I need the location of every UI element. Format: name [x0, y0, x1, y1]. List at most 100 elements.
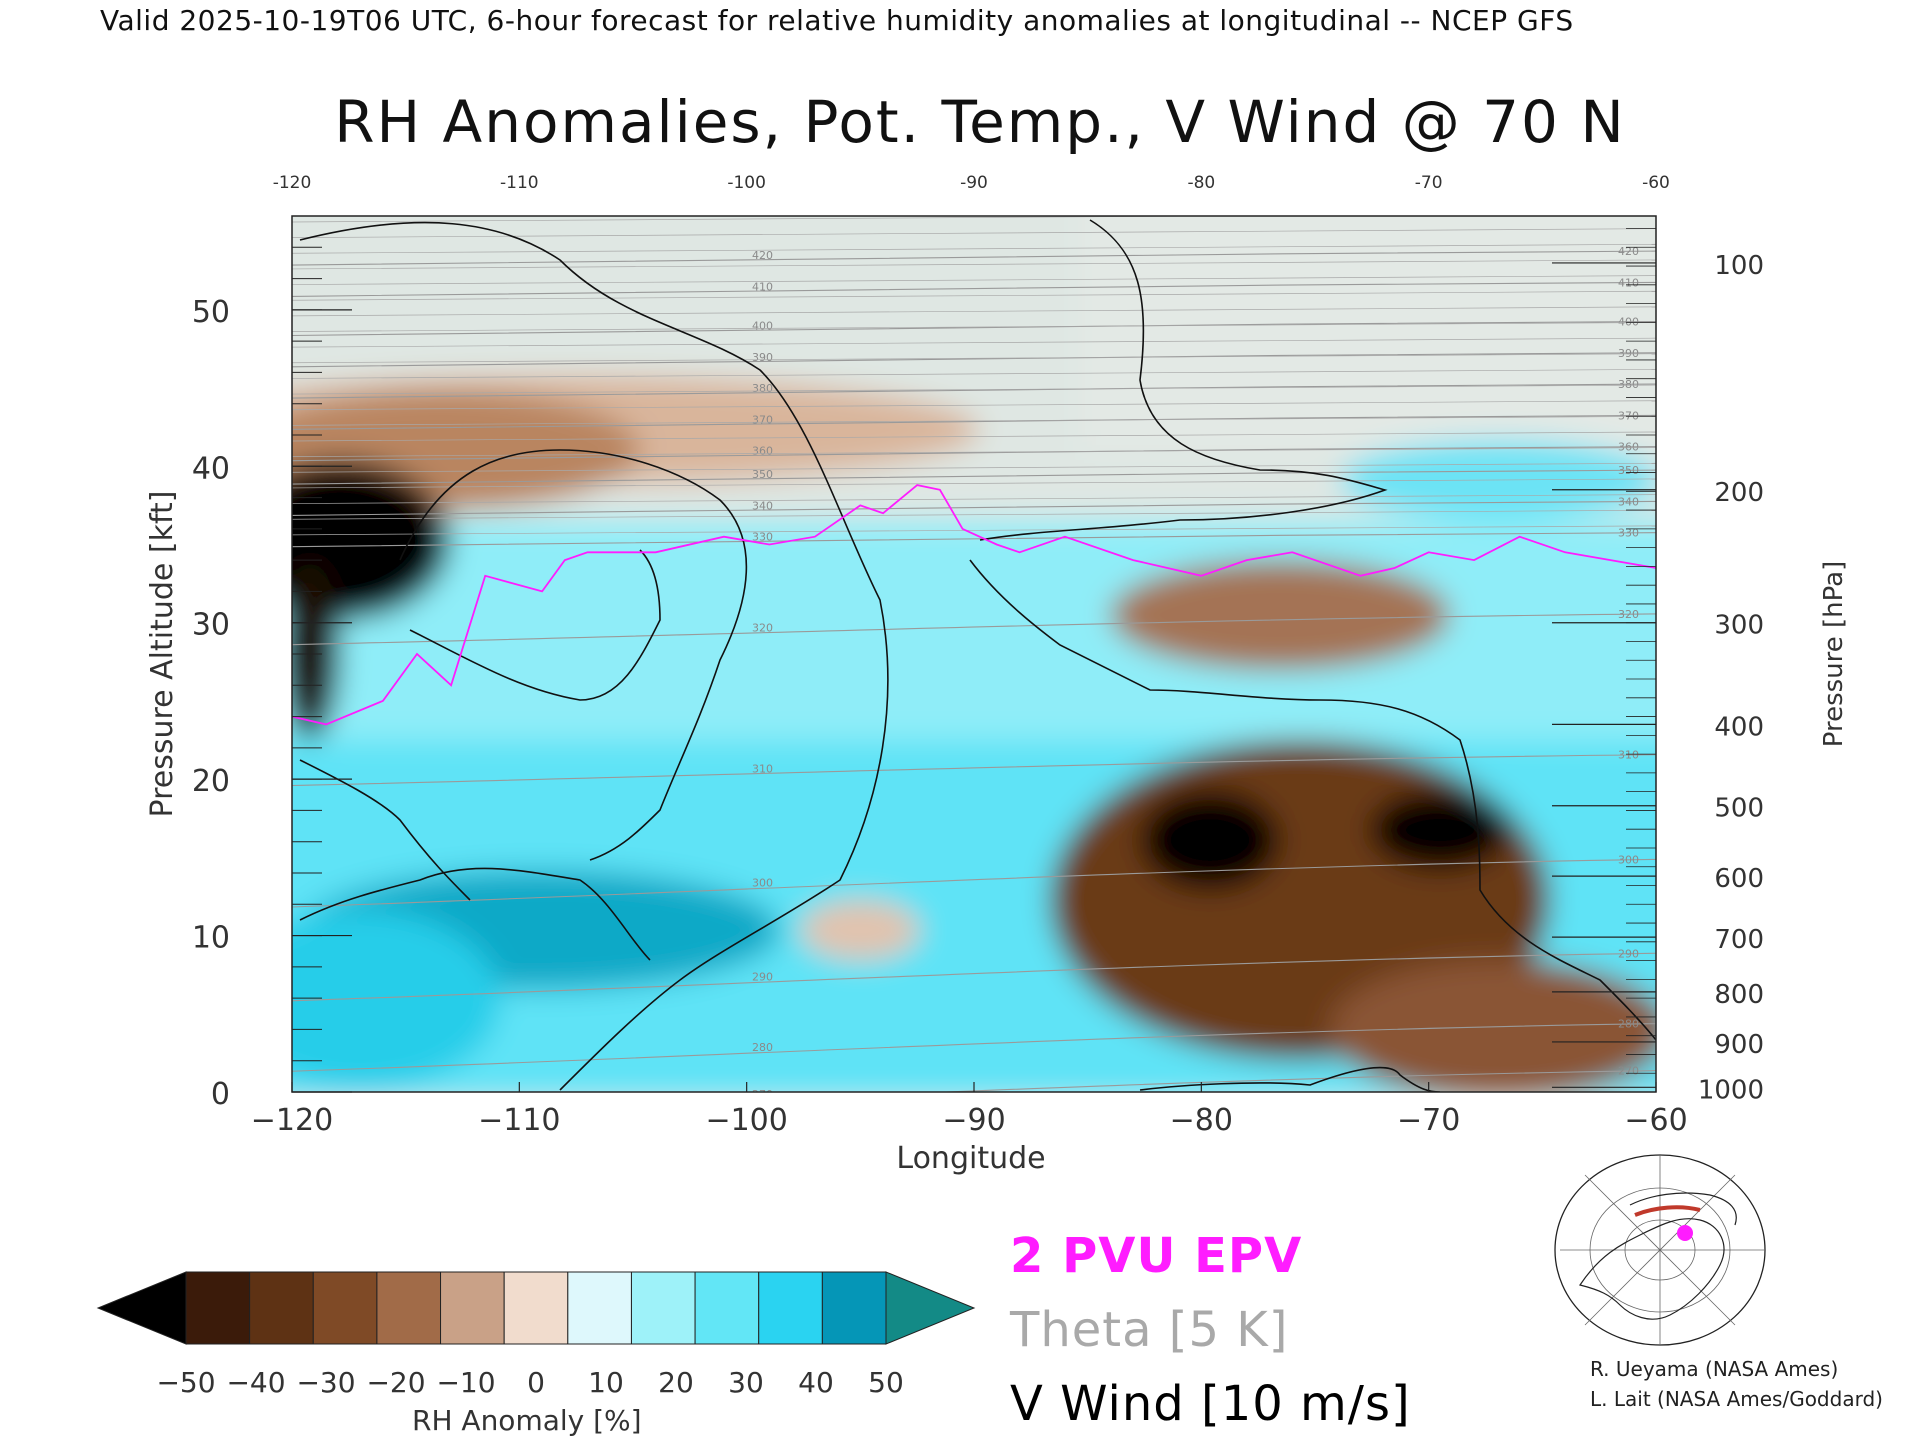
locator-map — [1554, 1154, 1766, 1346]
theta-contour-minor — [292, 337, 1656, 348]
theta-contour-label: 340 — [752, 499, 773, 512]
theta-contour-minor — [292, 322, 1656, 332]
theta-contour-minor — [292, 275, 1656, 285]
credit-line-1: R. Ueyama (NASA Ames) — [1590, 1357, 1839, 1381]
theta-contour-minor — [292, 431, 1656, 442]
colorbar-overflow — [885, 1271, 976, 1345]
theta-contour-label: 420 — [752, 249, 773, 262]
location-marker — [1677, 1225, 1693, 1241]
theta-contour-minor — [292, 290, 1656, 301]
colorbar-segment — [440, 1271, 505, 1345]
theta-contour-label: 270 — [752, 1088, 773, 1101]
y-tick-label: 0 — [211, 1077, 230, 1112]
theta-contour-minor — [292, 462, 1656, 473]
theta-contour-label: 300 — [752, 877, 773, 890]
pressure-tick-label: 800 — [1714, 980, 1764, 1010]
pressure-tick-label: 400 — [1714, 712, 1764, 742]
theta-contour-minor — [292, 509, 1656, 520]
epv-2pvu-polyline — [292, 484, 1656, 726]
top-tick-label: -120 — [273, 173, 312, 193]
theta-contour-minor — [292, 259, 1656, 270]
colorbar-tick-label: −20 — [366, 1366, 425, 1399]
colorbar-tick-label: 50 — [868, 1366, 904, 1399]
colorbar-segment — [567, 1271, 632, 1345]
x-tick-label: −80 — [1170, 1103, 1233, 1138]
theta-contour — [292, 281, 1656, 297]
top-tick-label: -70 — [1415, 173, 1443, 193]
theta-contour-label: 270 — [1618, 1065, 1639, 1078]
theta-contour-minor — [292, 447, 1656, 457]
theta-contour-minor — [292, 400, 1656, 411]
theta-contour-minor — [292, 494, 1656, 504]
x-tick-label: −120 — [251, 1103, 333, 1138]
theta-contour-label: 370 — [752, 413, 773, 426]
theta-contour-minor — [292, 216, 1255, 223]
theta-contour-label: 380 — [1618, 378, 1639, 391]
pressure-tick-label: 300 — [1714, 611, 1764, 641]
y-axis-label-right: Pressure [hPa] — [1819, 561, 1849, 748]
x-tick-label: −100 — [705, 1103, 787, 1138]
pressure-tick-label: 100 — [1714, 251, 1764, 281]
top-tick-label: -100 — [727, 173, 766, 193]
colorbar-segment — [376, 1271, 442, 1345]
legend-epv: 2 PVU EPV — [1010, 1228, 1303, 1284]
x-tick-label: −110 — [478, 1103, 560, 1138]
y-tick-label: 20 — [192, 764, 230, 799]
colorbar-tick-label: −10 — [436, 1366, 495, 1399]
theta-contour — [292, 352, 1656, 368]
theta-contour-label: 310 — [1618, 749, 1639, 762]
theta-contour-label: 360 — [1618, 441, 1639, 454]
colorbar-segment — [249, 1271, 314, 1345]
theta-contour-label: 330 — [752, 531, 773, 544]
theta-contour — [292, 858, 1656, 908]
theta-contour-label: 420 — [1618, 245, 1639, 258]
colorbar-tick-label: 0 — [527, 1366, 545, 1399]
theta-contour-minor — [292, 306, 1656, 317]
theta-contour-label: 410 — [1618, 276, 1639, 289]
colorbar-tick-label: −50 — [156, 1366, 215, 1399]
epv-2pvu-line — [292, 484, 1656, 726]
v-wind-contours — [299, 219, 1656, 1092]
theta-contour-label: 400 — [752, 320, 773, 333]
y-axis-label-left: Pressure Altitude [kft] — [145, 491, 180, 818]
pressure-tick-label: 700 — [1714, 925, 1764, 955]
theta-contour-minor — [292, 243, 1656, 254]
pressure-tick-label: 900 — [1714, 1030, 1764, 1060]
theta-contour — [292, 532, 1656, 548]
theta-contour-label: 280 — [752, 1041, 773, 1054]
rh-anomaly-colorbar: −50 −40 −30 −20 −10 0 10 20 30 40 50 — [96, 1271, 976, 1399]
colorbar-segment — [821, 1271, 887, 1345]
axis-labels: −120 -120 −110 -110 −100 -100 −90 -90 −80 -80 −70 -… — [145, 173, 1849, 1176]
pressure-tick-label: 1000 — [1698, 1075, 1764, 1105]
y-tick-label: 10 — [192, 921, 230, 956]
colorbar-tick-label: 20 — [658, 1366, 694, 1399]
theta-contours: 270 270 280 280 290 290 300 300 310 310 320 320 330 3… — [292, 216, 1656, 1101]
theta-contour — [292, 754, 1656, 787]
theta-contour-label: 380 — [752, 382, 773, 395]
top-tick-label: -60 — [1642, 173, 1670, 193]
y-tick-label: 50 — [192, 295, 230, 330]
theta-contour-label: 290 — [752, 970, 773, 983]
theta-contour-label: 390 — [1618, 347, 1639, 360]
theta-contour-label: 410 — [752, 280, 773, 293]
theta-contour — [292, 414, 1656, 430]
theta-contour — [292, 383, 1656, 399]
colorbar-tick-label: 40 — [798, 1366, 834, 1399]
x-axis-label: Longitude — [896, 1141, 1045, 1176]
theta-contour — [292, 613, 1656, 646]
top-tick-label: -110 — [500, 173, 539, 193]
theta-contour — [292, 320, 1656, 337]
colorbar-tick-label: 30 — [728, 1366, 764, 1399]
theta-contour-label: 310 — [752, 762, 773, 775]
theta-contour-label: 340 — [1618, 495, 1639, 508]
theta-contour-label: 320 — [1618, 608, 1639, 621]
theta-contour-minor — [292, 478, 1656, 489]
credit-line-2: L. Lait (NASA Ames/Goddard) — [1590, 1387, 1883, 1411]
theta-contour-minor — [292, 369, 1656, 379]
colorbar-tick-label: −30 — [296, 1366, 355, 1399]
valid-time-header: Valid 2025-10-19T06 UTC, 6-hour forecast… — [100, 4, 1574, 37]
colorbar-segment — [758, 1271, 823, 1345]
theta-contour-label: 360 — [752, 445, 773, 458]
theta-contour-minor — [292, 525, 1656, 536]
theta-contour — [292, 250, 1656, 266]
